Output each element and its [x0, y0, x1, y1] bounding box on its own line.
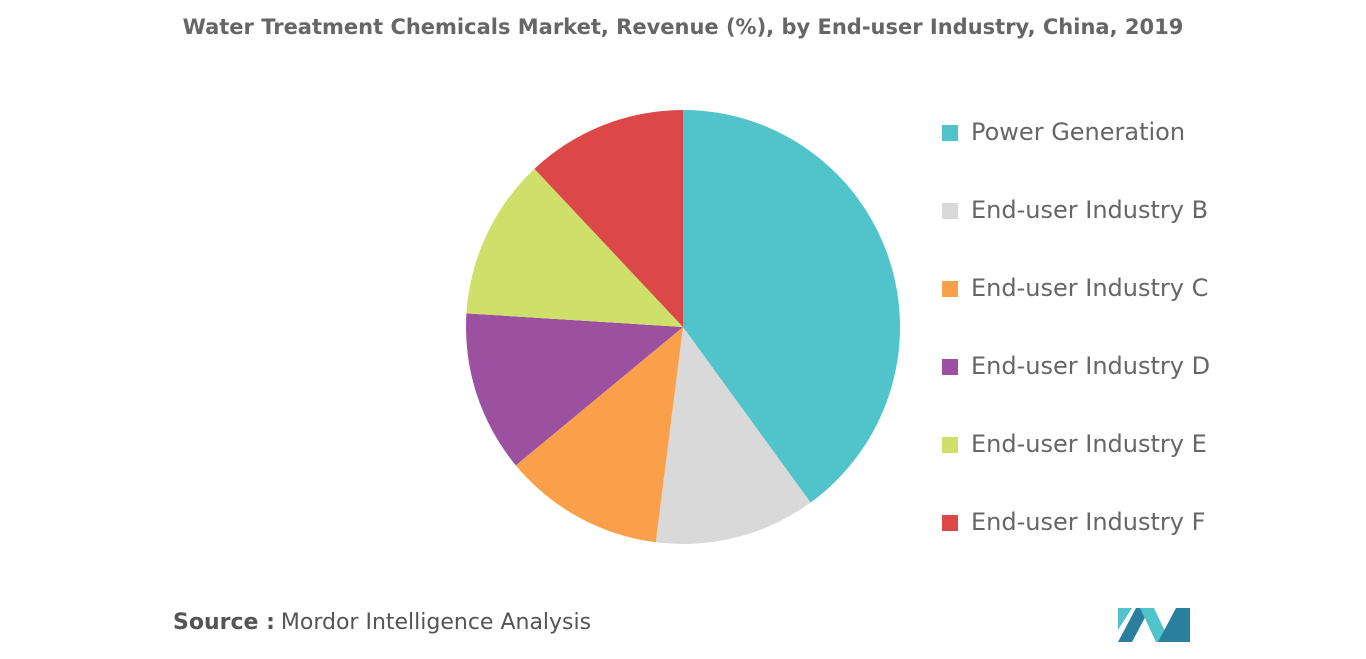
legend-swatch — [942, 515, 958, 531]
legend-swatch — [942, 359, 958, 375]
legend-swatch — [942, 203, 958, 219]
pie-slice — [515, 327, 683, 543]
legend-swatch — [942, 281, 958, 297]
legend-swatch — [942, 437, 958, 453]
legend: Power Generation End-user Industry B End-u… — [942, 118, 1210, 536]
chart-title: Water Treatment Chemicals Market, Revenu… — [183, 15, 1184, 39]
legend-label: Power Generation — [971, 118, 1185, 146]
legend-swatch — [942, 125, 958, 141]
source-text: Mordor Intelligence Analysis — [281, 610, 591, 635]
pie-slice — [466, 168, 683, 327]
pie-slice — [683, 110, 900, 503]
legend-label: End-user Industry C — [971, 274, 1208, 302]
source: Source : Mordor Intelligence Analysis — [173, 610, 591, 635]
pie-slice — [466, 313, 683, 466]
legend-label: End-user Industry E — [971, 430, 1207, 458]
pie-slice — [655, 327, 811, 544]
source-label: Source : — [173, 610, 275, 635]
pie-slice — [534, 110, 683, 327]
legend-label: End-user Industry D — [971, 352, 1210, 380]
pie — [466, 110, 900, 544]
legend-label: End-user Industry B — [971, 196, 1208, 224]
logo — [1118, 608, 1190, 642]
legend-label: End-user Industry F — [971, 508, 1205, 536]
